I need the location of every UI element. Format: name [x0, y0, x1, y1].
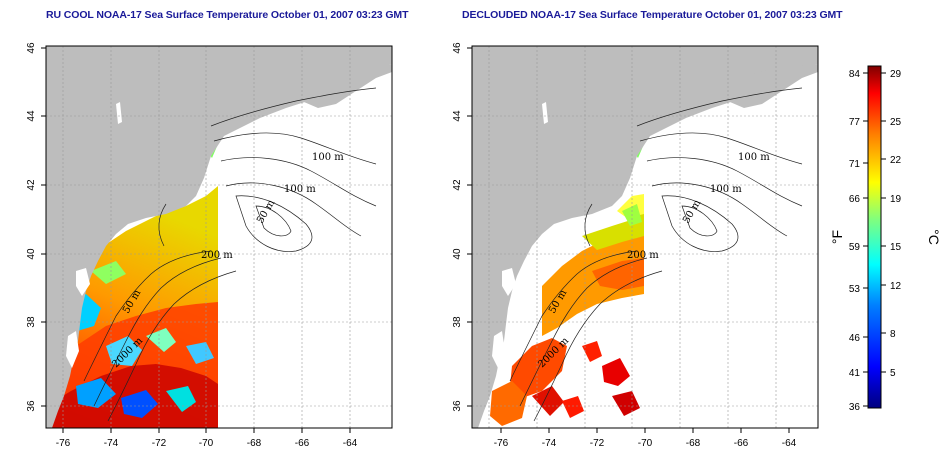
left-lat-tick: 46 [26, 42, 37, 54]
left-sst-map: 100 m 100 m 50 m 200 m 50 m 2000 m [45, 45, 393, 429]
right-lon-tick: -74 [542, 438, 557, 449]
celsius-tick: 8 [890, 329, 896, 340]
left-lon-tick: -68 [247, 438, 262, 449]
celsius-tick: 12 [890, 281, 902, 292]
contour-label-200m: 200 m [627, 250, 659, 261]
right-lon-tick: -72 [590, 438, 605, 449]
left-lon-tick: -74 [104, 438, 119, 449]
fahrenheit-tick: 84 [849, 69, 861, 80]
contour-label-100m-a: 100 m [738, 152, 770, 163]
left-map-title: RU COOL NOAA-17 Sea Surface Temperature … [46, 9, 409, 21]
fahrenheit-unit-label: °F [829, 230, 845, 244]
celsius-tick: 25 [890, 117, 902, 128]
fahrenheit-tick: 53 [849, 284, 861, 295]
contour-label-200m: 200 m [201, 250, 233, 261]
left-lat-tick: 42 [26, 179, 37, 191]
celsius-tick: 22 [890, 155, 902, 166]
right-lon-tick: -70 [638, 438, 653, 449]
left-lon-tick: -76 [56, 438, 71, 449]
left-lon-tick: -70 [199, 438, 214, 449]
celsius-tick: 19 [890, 194, 902, 205]
fahrenheit-tick: 71 [849, 159, 861, 170]
right-map-title: DECLOUDED NOAA-17 Sea Surface Temperatur… [462, 9, 843, 21]
right-lat-tick: 46 [452, 42, 463, 54]
left-lon-tick: -72 [152, 438, 167, 449]
right-lat-tick: 42 [452, 179, 463, 191]
right-lat-tick: 38 [452, 316, 463, 328]
right-lon-tick: -76 [494, 438, 509, 449]
right-lon-tick: -64 [782, 438, 797, 449]
sst-swath [542, 224, 644, 336]
right-sst-map: 100 m 100 m 50 m 200 m 50 m 2000 m [471, 45, 819, 429]
celsius-tick: 5 [890, 368, 896, 379]
right-lat-tick: 40 [452, 248, 463, 260]
celsius-tick: 29 [890, 69, 902, 80]
fahrenheit-tick: 77 [849, 117, 861, 128]
contour-label-100m-b: 100 m [284, 184, 316, 195]
left-lat-tick: 36 [26, 400, 37, 412]
left-map-axes [41, 47, 351, 433]
right-lat-tick: 36 [452, 400, 463, 412]
right-map-axes [467, 47, 790, 433]
left-lon-tick: -64 [343, 438, 358, 449]
left-lat-tick: 38 [26, 316, 37, 328]
right-lat-tick: 44 [452, 110, 463, 122]
contour-label-100m-b: 100 m [710, 184, 742, 195]
contour-label-100m-a: 100 m [312, 152, 344, 163]
left-lat-tick: 44 [26, 110, 37, 122]
fahrenheit-tick: 59 [849, 242, 861, 253]
left-lat-tick: 40 [26, 248, 37, 260]
temperature-colorbar: 84 77 71 66 59 53 46 41 36 29 25 22 19 1… [829, 65, 942, 413]
celsius-unit-label: °C [926, 229, 942, 245]
right-lon-tick: -66 [734, 438, 749, 449]
fahrenheit-tick: 41 [849, 368, 861, 379]
left-lon-tick: -66 [295, 438, 310, 449]
fahrenheit-tick: 36 [849, 402, 861, 413]
fahrenheit-tick: 66 [849, 194, 861, 205]
celsius-tick: 15 [890, 242, 902, 253]
fahrenheit-tick: 46 [849, 333, 861, 344]
right-lon-tick: -68 [686, 438, 701, 449]
